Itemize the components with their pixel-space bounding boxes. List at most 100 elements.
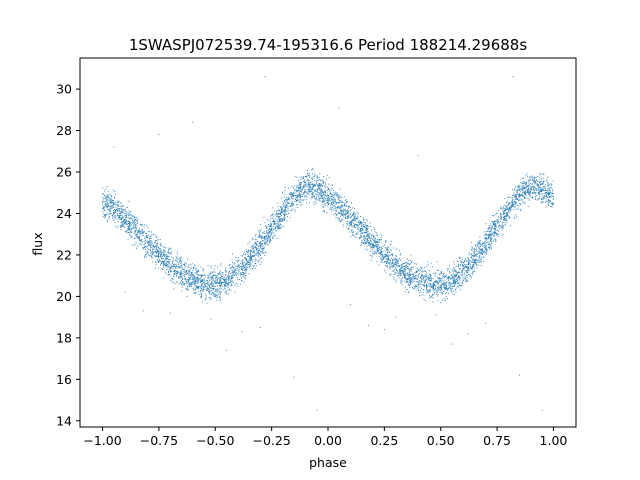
data-point (211, 287, 213, 289)
data-point (276, 222, 278, 224)
data-point (472, 258, 473, 260)
data-point (322, 198, 324, 200)
data-point (506, 214, 508, 216)
data-point (107, 191, 109, 193)
data-point (106, 196, 108, 198)
data-point (241, 266, 243, 268)
data-point (344, 196, 346, 198)
data-point (158, 257, 159, 259)
data-point (350, 223, 352, 225)
data-point (500, 208, 502, 210)
data-point (258, 260, 259, 262)
data-point (307, 179, 309, 181)
data-point (294, 192, 296, 194)
data-point (244, 269, 246, 271)
data-point (264, 252, 266, 254)
data-point (498, 210, 499, 211)
data-point (480, 249, 482, 250)
data-point (193, 289, 195, 291)
data-point (506, 213, 508, 215)
data-point (444, 282, 445, 284)
data-point (299, 176, 301, 178)
data-point (404, 267, 406, 269)
data-point (236, 275, 238, 276)
data-point (200, 288, 202, 290)
data-point (413, 275, 415, 277)
data-point (148, 245, 150, 246)
data-point (364, 239, 366, 241)
data-point (398, 266, 400, 268)
data-point (238, 268, 240, 270)
data-point (140, 230, 142, 232)
data-point (135, 230, 137, 232)
data-point (216, 288, 218, 290)
data-point (311, 181, 313, 183)
data-point (328, 189, 330, 190)
data-point (338, 200, 340, 202)
data-point (455, 274, 457, 276)
data-point (332, 194, 334, 196)
data-point (142, 232, 144, 234)
data-point (103, 214, 105, 216)
data-point (474, 250, 475, 252)
data-point (547, 189, 549, 191)
data-point (195, 268, 196, 270)
data-point (173, 265, 174, 267)
data-point (513, 209, 515, 211)
data-point (429, 277, 431, 279)
data-point (283, 225, 285, 227)
data-point (224, 279, 226, 281)
data-point (162, 277, 164, 279)
data-point (536, 184, 538, 186)
data-point (407, 283, 409, 285)
data-point (271, 223, 272, 225)
data-point (114, 191, 116, 193)
data-point (309, 181, 311, 183)
data-point (506, 220, 508, 222)
data-point (492, 222, 494, 224)
data-point (411, 287, 413, 289)
data-point (278, 222, 280, 224)
data-point (270, 227, 272, 229)
data-point (172, 267, 174, 269)
data-point (306, 202, 308, 204)
data-point (394, 264, 396, 265)
data-point (185, 273, 187, 275)
data-point (263, 236, 265, 238)
data-point (455, 265, 457, 267)
data-point (495, 228, 497, 230)
data-point (214, 283, 216, 285)
data-point (336, 207, 338, 208)
data-point (331, 201, 333, 203)
data-point (120, 221, 122, 223)
data-point (207, 277, 209, 279)
data-point (247, 256, 249, 258)
data-point (440, 279, 442, 281)
data-point (224, 278, 226, 280)
data-point (328, 177, 330, 179)
data-point (415, 280, 417, 282)
data-point (442, 293, 444, 295)
data-point (107, 204, 109, 206)
data-point (367, 233, 369, 235)
data-point (309, 186, 310, 188)
data-point (262, 243, 263, 244)
data-point (170, 271, 171, 273)
data-point (303, 186, 305, 188)
data-point (146, 246, 148, 248)
data-point (541, 189, 543, 191)
data-point (211, 277, 213, 279)
data-point (373, 235, 375, 237)
data-point (105, 206, 107, 208)
data-point (122, 225, 124, 227)
data-point (364, 236, 366, 238)
data-point (508, 196, 510, 198)
data-point (129, 212, 131, 214)
data-point (418, 269, 420, 271)
data-point (544, 184, 546, 186)
data-point (495, 229, 497, 231)
data-point (496, 212, 498, 214)
data-point (501, 235, 503, 237)
data-point (221, 287, 223, 289)
